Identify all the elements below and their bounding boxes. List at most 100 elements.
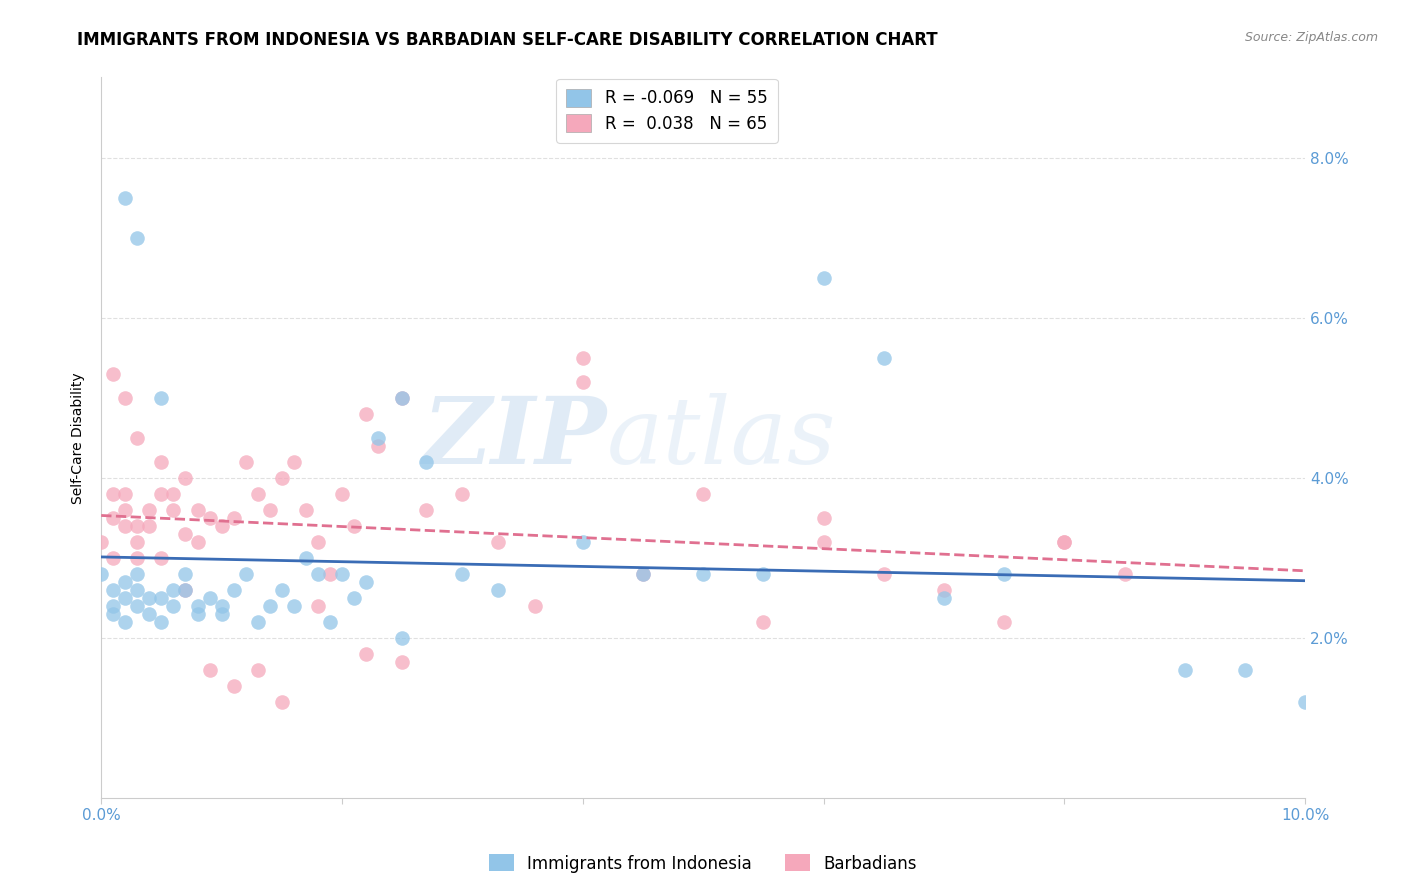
- Point: [150, 455, 173, 469]
- Y-axis label: Self-Care Disability: Self-Care Disability: [72, 372, 86, 504]
- Point: [114, 503, 136, 517]
- Point: [222, 511, 245, 525]
- Point: [174, 582, 197, 597]
- Point: [211, 518, 233, 533]
- Point: [571, 375, 593, 389]
- Point: [127, 230, 149, 244]
- Point: [307, 599, 329, 613]
- Point: [391, 655, 413, 669]
- Point: [114, 391, 136, 405]
- Point: [138, 503, 160, 517]
- Point: [211, 607, 233, 621]
- Point: [367, 431, 389, 445]
- Point: [150, 391, 173, 405]
- Point: [127, 599, 149, 613]
- Point: [993, 615, 1015, 629]
- Point: [138, 591, 160, 605]
- Point: [415, 503, 437, 517]
- Point: [235, 566, 257, 581]
- Point: [295, 550, 318, 565]
- Text: IMMIGRANTS FROM INDONESIA VS BARBADIAN SELF-CARE DISABILITY CORRELATION CHART: IMMIGRANTS FROM INDONESIA VS BARBADIAN S…: [77, 31, 938, 49]
- Point: [174, 471, 197, 485]
- Point: [283, 599, 305, 613]
- Text: atlas: atlas: [607, 392, 837, 483]
- Point: [270, 582, 292, 597]
- Point: [150, 487, 173, 501]
- Point: [162, 503, 184, 517]
- Point: [103, 582, 125, 597]
- Point: [103, 367, 125, 381]
- Point: [114, 518, 136, 533]
- Point: [873, 351, 896, 365]
- Point: [692, 487, 714, 501]
- Point: [186, 599, 208, 613]
- Point: [319, 615, 342, 629]
- Point: [186, 534, 208, 549]
- Point: [451, 566, 474, 581]
- Point: [150, 591, 173, 605]
- Point: [752, 566, 775, 581]
- Point: [162, 599, 184, 613]
- Point: [150, 550, 173, 565]
- Point: [873, 566, 896, 581]
- Point: [246, 487, 269, 501]
- Point: [198, 511, 221, 525]
- Point: [186, 607, 208, 621]
- Point: [270, 695, 292, 709]
- Point: [488, 534, 510, 549]
- Point: [307, 534, 329, 549]
- Point: [127, 518, 149, 533]
- Point: [198, 591, 221, 605]
- Point: [813, 534, 835, 549]
- Point: [523, 599, 546, 613]
- Text: Source: ZipAtlas.com: Source: ZipAtlas.com: [1244, 31, 1378, 45]
- Point: [451, 487, 474, 501]
- Point: [127, 582, 149, 597]
- Point: [283, 455, 305, 469]
- Point: [138, 607, 160, 621]
- Point: [307, 566, 329, 581]
- Point: [174, 582, 197, 597]
- Point: [415, 455, 437, 469]
- Point: [354, 574, 377, 589]
- Point: [90, 566, 112, 581]
- Point: [813, 511, 835, 525]
- Point: [1174, 663, 1197, 677]
- Point: [127, 550, 149, 565]
- Point: [343, 518, 366, 533]
- Point: [330, 487, 353, 501]
- Point: [631, 566, 654, 581]
- Legend: Immigrants from Indonesia, Barbadians: Immigrants from Indonesia, Barbadians: [482, 847, 924, 880]
- Point: [198, 663, 221, 677]
- Point: [692, 566, 714, 581]
- Point: [295, 503, 318, 517]
- Point: [114, 615, 136, 629]
- Point: [150, 615, 173, 629]
- Point: [1114, 566, 1136, 581]
- Point: [391, 631, 413, 645]
- Point: [343, 591, 366, 605]
- Point: [103, 487, 125, 501]
- Point: [1053, 534, 1076, 549]
- Point: [114, 190, 136, 204]
- Point: [488, 582, 510, 597]
- Point: [259, 599, 281, 613]
- Point: [391, 391, 413, 405]
- Point: [186, 503, 208, 517]
- Point: [103, 511, 125, 525]
- Point: [103, 607, 125, 621]
- Point: [571, 534, 593, 549]
- Point: [270, 471, 292, 485]
- Point: [571, 351, 593, 365]
- Point: [222, 679, 245, 693]
- Point: [752, 615, 775, 629]
- Point: [259, 503, 281, 517]
- Point: [174, 526, 197, 541]
- Point: [211, 599, 233, 613]
- Point: [174, 566, 197, 581]
- Point: [354, 407, 377, 421]
- Point: [631, 566, 654, 581]
- Point: [114, 591, 136, 605]
- Point: [103, 550, 125, 565]
- Point: [330, 566, 353, 581]
